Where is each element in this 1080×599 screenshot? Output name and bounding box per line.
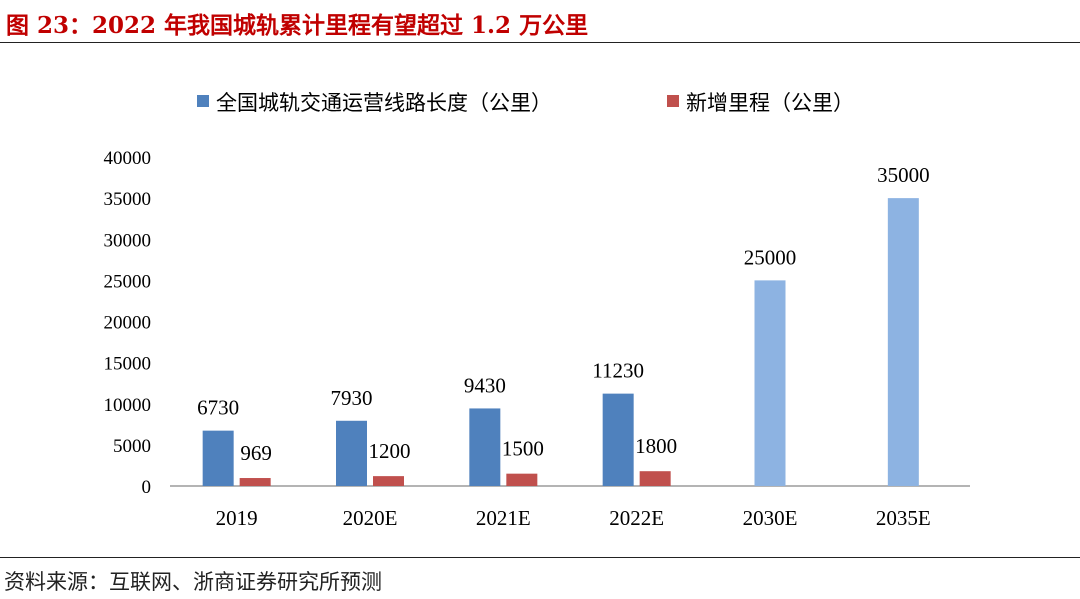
bar-length-2035E bbox=[887, 198, 919, 486]
bars bbox=[202, 198, 919, 486]
y-tick-label: 10000 bbox=[104, 395, 152, 416]
bar-chart: 全国城轨交通运营线路长度（公里） 新增里程（公里） 0 5000 10000 1500… bbox=[104, 91, 970, 530]
bottom-rule bbox=[0, 557, 1080, 558]
x-category-label: 2020E bbox=[343, 506, 398, 530]
data-label-new: 1500 bbox=[502, 437, 544, 461]
data-label-length: 11230 bbox=[592, 359, 644, 383]
y-tick-label: 25000 bbox=[104, 271, 152, 292]
legend-swatch-length bbox=[197, 95, 209, 107]
y-tick-label: 20000 bbox=[104, 313, 152, 334]
legend: 全国城轨交通运营线路长度（公里） 新增里程（公里） bbox=[197, 91, 854, 115]
bar-length-2030E bbox=[754, 280, 786, 486]
data-label-new: 1200 bbox=[369, 439, 411, 463]
y-tick-label: 5000 bbox=[113, 436, 151, 457]
y-tick-label: 0 bbox=[142, 477, 152, 498]
data-label-length: 7930 bbox=[331, 386, 373, 410]
source-note: 资料来源：互联网、浙商证券研究所预测 bbox=[4, 570, 382, 594]
bar-length-2022E bbox=[602, 393, 634, 486]
y-tick-label: 40000 bbox=[104, 148, 152, 169]
x-category-label: 2030E bbox=[743, 506, 798, 530]
bar-length-2020E bbox=[336, 420, 367, 486]
legend-swatch-new bbox=[667, 95, 679, 107]
data-label-length: 25000 bbox=[744, 245, 797, 269]
data-label-new: 1800 bbox=[635, 434, 677, 458]
top-rule bbox=[0, 42, 1080, 43]
data-label-new: 969 bbox=[240, 441, 272, 465]
data-label-length: 35000 bbox=[877, 163, 930, 187]
y-tick-label: 15000 bbox=[104, 354, 152, 375]
bar-length-2021E bbox=[469, 408, 501, 486]
bar-new-2020E bbox=[373, 476, 404, 486]
data-label-length: 9430 bbox=[464, 373, 506, 397]
data-label-length: 6730 bbox=[197, 396, 239, 420]
figure-title: 图 23：2022 年我国城轨累计里程有望超过 1.2 万公里 bbox=[6, 12, 589, 39]
x-category-label: 2022E bbox=[609, 506, 664, 530]
bar-new-2019 bbox=[239, 478, 271, 486]
y-tick-label: 30000 bbox=[104, 230, 152, 251]
x-category-label: 2035E bbox=[876, 506, 931, 530]
x-category-label: 2019 bbox=[216, 506, 258, 530]
x-category-label: 2021E bbox=[476, 506, 531, 530]
legend-label-new: 新增里程（公里） bbox=[686, 91, 854, 115]
bar-new-2022E bbox=[639, 471, 671, 486]
y-axis-ticks: 0 5000 10000 15000 20000 25000 30000 35000 40000 bbox=[104, 148, 152, 498]
bar-length-2019 bbox=[202, 430, 234, 486]
x-axis-categories: 2019 2020E 2021E 2022E 2030E 2035E bbox=[216, 506, 931, 530]
y-tick-label: 35000 bbox=[104, 189, 152, 210]
bar-new-2021E bbox=[506, 473, 538, 486]
legend-label-length: 全国城轨交通运营线路长度（公里） bbox=[216, 91, 552, 115]
